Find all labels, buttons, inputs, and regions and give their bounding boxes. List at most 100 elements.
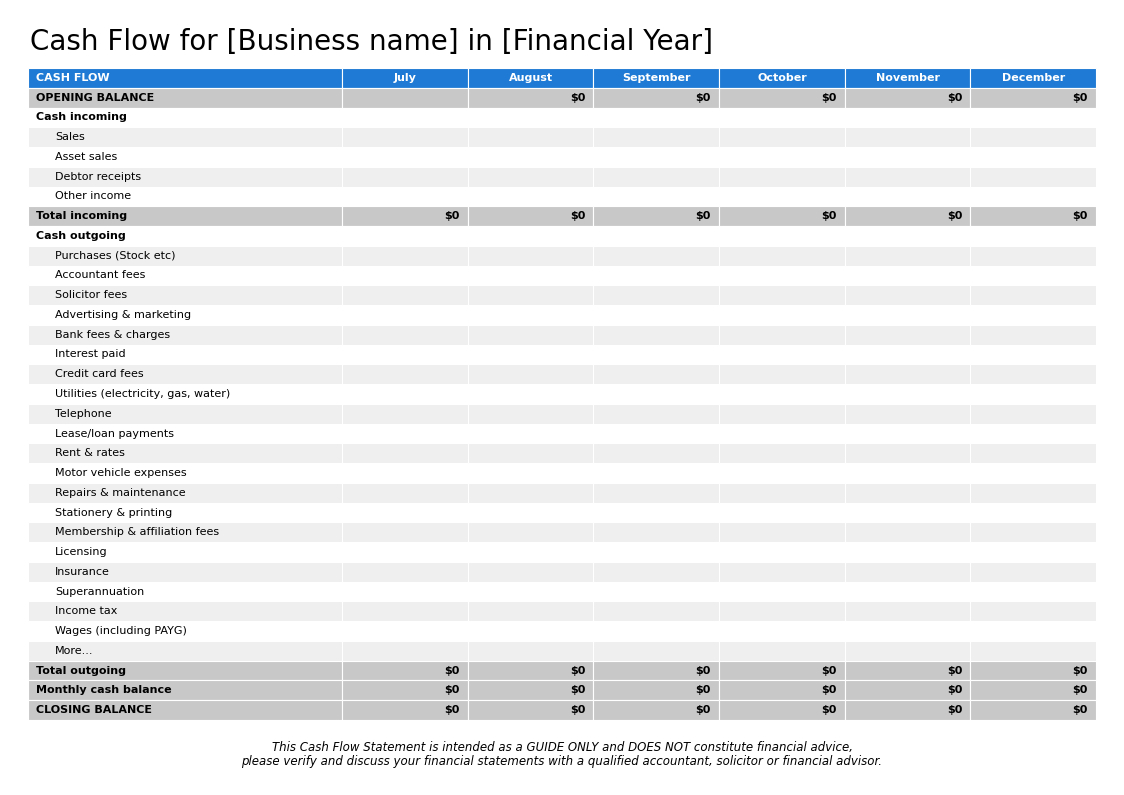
Text: Membership & affiliation fees: Membership & affiliation fees (55, 527, 219, 537)
Bar (970, 167, 1096, 187)
Bar (28, 522, 342, 542)
Text: August: August (508, 73, 553, 83)
Bar (468, 364, 593, 384)
Bar (468, 87, 593, 107)
Bar (28, 463, 342, 483)
Text: Interest paid: Interest paid (55, 350, 126, 359)
Text: $0: $0 (570, 93, 586, 103)
Bar (845, 344, 970, 364)
Text: Utilities (electricity, gas, water): Utilities (electricity, gas, water) (55, 389, 230, 399)
Bar (28, 502, 342, 522)
Text: $0: $0 (570, 665, 586, 676)
Bar (719, 641, 845, 661)
Bar (845, 207, 970, 226)
Bar (342, 582, 468, 602)
Bar (342, 641, 468, 661)
Text: $0: $0 (696, 665, 711, 676)
Bar (28, 68, 342, 87)
Bar (468, 404, 593, 424)
Text: Total outgoing: Total outgoing (36, 665, 126, 676)
Bar (342, 384, 468, 404)
Bar (28, 325, 342, 344)
Bar (719, 226, 845, 246)
Bar (845, 542, 970, 562)
Text: September: September (622, 73, 690, 83)
Bar (719, 661, 845, 681)
Bar (342, 107, 468, 127)
Bar (970, 364, 1096, 384)
Bar (28, 344, 342, 364)
Bar (28, 285, 342, 305)
Bar (970, 661, 1096, 681)
Bar (845, 127, 970, 147)
Bar (342, 424, 468, 444)
Bar (593, 246, 719, 266)
Text: Other income: Other income (55, 192, 132, 201)
Text: please verify and discuss your financial statements with a qualified accountant,: please verify and discuss your financial… (242, 755, 882, 769)
Text: Bank fees & charges: Bank fees & charges (55, 330, 170, 339)
Bar (719, 127, 845, 147)
Bar (468, 522, 593, 542)
Bar (342, 68, 468, 87)
Bar (970, 266, 1096, 285)
Text: Superannuation: Superannuation (55, 587, 144, 596)
Bar (845, 463, 970, 483)
Bar (593, 602, 719, 621)
Bar (342, 602, 468, 621)
Bar (719, 522, 845, 542)
Bar (468, 602, 593, 621)
Text: Wages (including PAYG): Wages (including PAYG) (55, 626, 187, 636)
Text: CLOSING BALANCE: CLOSING BALANCE (36, 705, 152, 716)
Bar (593, 207, 719, 226)
Bar (845, 700, 970, 720)
Bar (593, 285, 719, 305)
Bar (593, 641, 719, 661)
Bar (342, 502, 468, 522)
Bar (970, 562, 1096, 582)
Bar (28, 621, 342, 641)
Text: Cash incoming: Cash incoming (36, 112, 127, 122)
Bar (593, 404, 719, 424)
Bar (970, 641, 1096, 661)
Bar (468, 700, 593, 720)
Bar (719, 68, 845, 87)
Bar (719, 404, 845, 424)
Text: $0: $0 (822, 211, 836, 221)
Bar (28, 364, 342, 384)
Bar (28, 107, 342, 127)
Text: More...: More... (55, 646, 93, 656)
Text: Purchases (Stock etc): Purchases (Stock etc) (55, 250, 175, 261)
Text: Sales: Sales (55, 132, 84, 142)
Text: $0: $0 (948, 685, 962, 696)
Text: Licensing: Licensing (55, 547, 108, 557)
Bar (845, 582, 970, 602)
Bar (719, 266, 845, 285)
Text: $0: $0 (444, 705, 460, 716)
Bar (342, 87, 468, 107)
Bar (468, 681, 593, 700)
Bar (970, 483, 1096, 502)
Bar (719, 167, 845, 187)
Bar (28, 246, 342, 266)
Bar (593, 562, 719, 582)
Bar (970, 700, 1096, 720)
Bar (593, 661, 719, 681)
Bar (593, 305, 719, 325)
Bar (970, 502, 1096, 522)
Text: $0: $0 (696, 93, 711, 103)
Text: $0: $0 (822, 93, 836, 103)
Bar (468, 285, 593, 305)
Bar (845, 107, 970, 127)
Bar (342, 147, 468, 167)
Bar (593, 502, 719, 522)
Text: Income tax: Income tax (55, 607, 117, 616)
Bar (719, 621, 845, 641)
Bar (845, 681, 970, 700)
Text: Asset sales: Asset sales (55, 152, 117, 162)
Bar (342, 522, 468, 542)
Bar (468, 502, 593, 522)
Text: July: July (393, 73, 416, 83)
Bar (28, 582, 342, 602)
Bar (468, 68, 593, 87)
Bar (719, 305, 845, 325)
